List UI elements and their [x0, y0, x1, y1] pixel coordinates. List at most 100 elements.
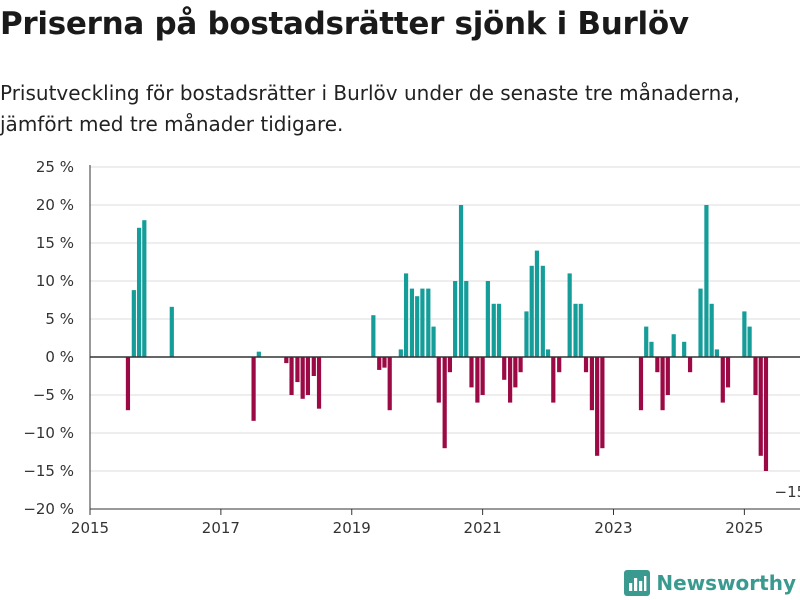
- bar: [758, 357, 763, 456]
- bar: [305, 357, 311, 395]
- bar: [720, 357, 725, 403]
- bar: [420, 288, 425, 357]
- bar: [284, 357, 289, 364]
- x-tick-label: 2021: [464, 519, 502, 537]
- bar: [475, 357, 480, 403]
- bar-chart-icon: [624, 570, 651, 596]
- y-tick-label: 20 %: [36, 196, 74, 214]
- bar: [540, 265, 545, 357]
- bar: [709, 303, 714, 357]
- bar: [671, 334, 676, 357]
- bar: [567, 273, 572, 357]
- bar: [529, 265, 534, 357]
- bar: [464, 281, 469, 357]
- newsworthy-logo: Newsworthy: [624, 568, 796, 598]
- y-tick-label: 15 %: [36, 234, 74, 252]
- bar: [442, 357, 447, 449]
- bar: [453, 281, 458, 357]
- y-axis-tick-labels: 25 % 20 % 15 % 10 % 5 % 0 % −5 % −10 % −15 % −20 …: [23, 158, 74, 518]
- y-tick-label: 0 %: [45, 348, 74, 366]
- x-tick-label: 2015: [71, 519, 109, 537]
- x-tick-label: 2017: [202, 519, 240, 537]
- y-tick-label: −15 %: [23, 462, 74, 480]
- y-tick-label: −5 %: [33, 386, 74, 404]
- bar: [289, 357, 294, 395]
- x-tick-label: 2019: [333, 519, 371, 537]
- bar: [660, 357, 665, 411]
- bar: [600, 357, 605, 449]
- bar: [682, 341, 687, 357]
- bar: [655, 357, 660, 373]
- last-value-annotation: −15 %: [775, 483, 800, 501]
- bar: [698, 288, 703, 357]
- bar: [557, 357, 562, 373]
- bar: [142, 220, 147, 357]
- bar: [387, 357, 392, 411]
- bar: [311, 357, 316, 376]
- bar: [251, 357, 256, 421]
- bars: [90, 205, 800, 471]
- bar: [469, 357, 474, 388]
- bar: [295, 357, 300, 383]
- bar: [256, 351, 261, 357]
- bar: [398, 349, 403, 357]
- bar: [371, 315, 376, 357]
- bar: [578, 303, 583, 357]
- bar: [753, 357, 758, 395]
- x-tick-label: 2025: [725, 519, 763, 537]
- bar: [480, 357, 485, 395]
- bar: [491, 303, 496, 357]
- x-tick-label: 2023: [594, 519, 632, 537]
- chart-title: Priserna på bostadsrätter sjönk i Burlöv: [0, 6, 689, 42]
- bar: [447, 357, 453, 373]
- bar: [518, 357, 523, 373]
- bar: [508, 357, 513, 403]
- bar: [436, 357, 441, 403]
- bar: [485, 281, 490, 357]
- x-axis: 2015 2017 2019 2021 2023 2025: [71, 165, 800, 537]
- y-tick-label: −20 %: [23, 500, 74, 518]
- bar: [747, 326, 752, 357]
- bar: [583, 357, 589, 373]
- bar: [431, 326, 436, 357]
- y-tick-label: −10 %: [23, 424, 74, 442]
- bar: [687, 357, 693, 373]
- bar: [742, 311, 747, 357]
- bar: [377, 357, 382, 370]
- bar: [595, 357, 600, 456]
- y-tick-label: 10 %: [36, 272, 74, 290]
- bar: [665, 357, 670, 395]
- bar: [136, 227, 142, 357]
- bar: [551, 357, 556, 403]
- bar: [534, 250, 540, 357]
- bar: [382, 357, 387, 368]
- bar: [169, 306, 174, 357]
- bar: [704, 205, 709, 357]
- y-tick-label: 5 %: [45, 310, 74, 328]
- bar: [545, 349, 551, 357]
- bar: [415, 296, 420, 357]
- logo-text: Newsworthy: [656, 571, 796, 595]
- bar: [125, 357, 131, 411]
- bar: [644, 326, 649, 357]
- bar: [714, 349, 719, 357]
- bar: [524, 311, 529, 357]
- bar: [409, 288, 415, 357]
- bar: [458, 205, 464, 357]
- bar: [426, 288, 431, 357]
- bar: [496, 303, 502, 357]
- bar: [300, 357, 305, 399]
- gridlines: [90, 166, 800, 472]
- bar: [502, 357, 507, 380]
- chart-subtitle: Prisutveckling för bostadsrätter i Burlö…: [0, 81, 740, 136]
- bar: [316, 357, 322, 409]
- bar: [131, 290, 136, 357]
- bar: [403, 273, 409, 357]
- bar: [649, 341, 654, 357]
- bar: [638, 357, 644, 411]
- bar: [573, 303, 578, 357]
- bar: [513, 357, 518, 388]
- bar: [763, 357, 769, 471]
- bar: [725, 357, 731, 388]
